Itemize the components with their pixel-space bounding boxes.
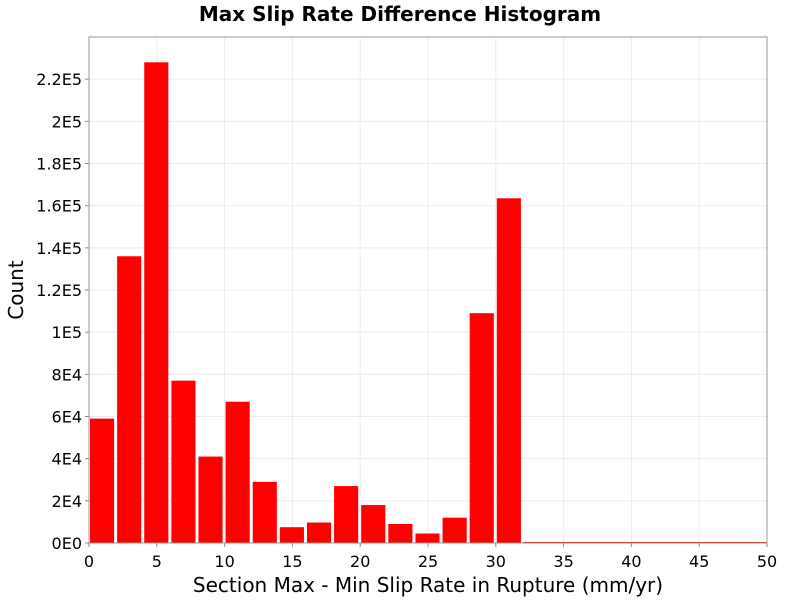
chart-title: Max Slip Rate Difference Histogram [199, 2, 601, 26]
x-tick-label: 15 [282, 552, 302, 571]
x-axis-label: Section Max - Min Slip Rate in Rupture (… [193, 573, 663, 597]
y-tick-label: 1.2E5 [36, 281, 82, 300]
plot-frame [88, 36, 768, 544]
x-tick-label: 5 [152, 552, 162, 571]
x-tick-label: 10 [214, 552, 234, 571]
histogram-bar [225, 401, 250, 543]
x-tick-label: 35 [553, 552, 573, 571]
histogram-bar [388, 524, 413, 543]
y-tick-label: 6E4 [52, 408, 82, 427]
bars [90, 62, 767, 544]
x-tick-label: 30 [486, 552, 506, 571]
y-tick-label: 1.4E5 [36, 239, 82, 258]
y-tick-label: 2E4 [52, 492, 82, 511]
histogram-bar [442, 517, 467, 543]
x-tick-label: 25 [418, 552, 438, 571]
x-tick-label: 45 [689, 552, 709, 571]
y-tick-label: 1.6E5 [36, 197, 82, 216]
y-axis-label: Count [4, 260, 28, 320]
y-tick-label: 4E4 [52, 450, 82, 469]
histogram-bar [144, 62, 169, 544]
y-tick-label: 0E0 [52, 534, 82, 553]
y-tick-label: 2E5 [52, 112, 82, 131]
histogram-bar [252, 481, 277, 543]
y-tick-label: 1E5 [52, 323, 82, 342]
x-tick-label: 40 [621, 552, 641, 571]
histogram-bar [306, 522, 332, 543]
y-tick-label: 2.2E5 [36, 70, 82, 89]
histogram-bar [198, 456, 223, 543]
histogram-bar [279, 527, 304, 543]
x-axis-ticks: 0 5 10 15 20 25 30 35 40 45 50 [84, 543, 777, 571]
histogram-bar [361, 505, 386, 543]
histogram-bar [496, 198, 521, 543]
y-tick-label: 1.8E5 [36, 155, 82, 174]
histogram-bar [171, 380, 196, 543]
histogram-bar [415, 533, 440, 543]
x-tick-label: 20 [350, 552, 370, 571]
y-axis-ticks: 0E0 2E4 4E4 6E4 8E4 1E5 1.2E5 1.4E5 1.6E5 1.8E5 2E… [36, 70, 89, 553]
x-tick-label: 50 [757, 552, 777, 571]
x-tick-label: 0 [84, 552, 94, 571]
histogram-bar [117, 256, 142, 543]
y-tick-label: 8E4 [52, 365, 82, 384]
histogram-bar [469, 313, 494, 543]
histogram-bar [334, 486, 359, 543]
histogram-bar [90, 418, 115, 543]
